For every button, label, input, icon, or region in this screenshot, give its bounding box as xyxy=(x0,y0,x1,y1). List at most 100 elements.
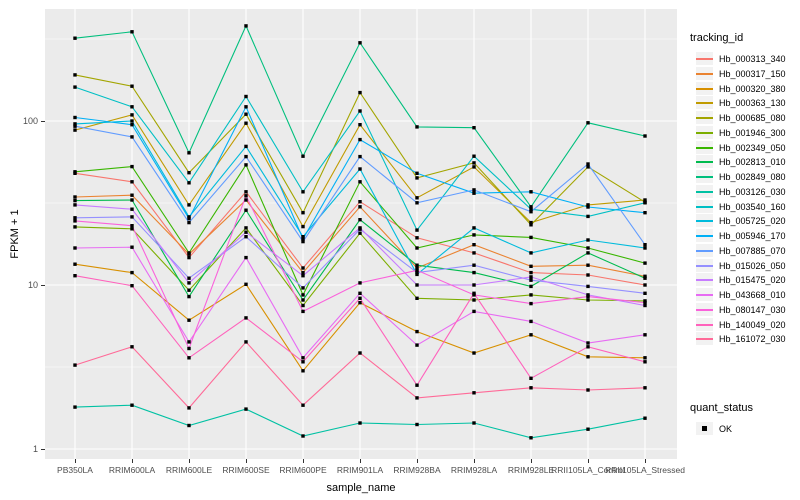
data-point xyxy=(643,360,647,364)
data-point xyxy=(415,196,419,200)
legend-key xyxy=(696,302,713,316)
data-point xyxy=(244,112,248,116)
legend-key xyxy=(696,66,713,80)
data-point xyxy=(73,170,77,174)
data-point xyxy=(643,299,647,303)
data-point xyxy=(130,135,134,139)
data-point xyxy=(472,191,476,195)
data-point xyxy=(187,151,191,155)
x-tick-label-RRIM600SE: RRIM600SE xyxy=(222,465,270,475)
legend-item-label: Hb_002849_080 xyxy=(719,172,786,182)
data-point xyxy=(643,246,647,250)
data-point xyxy=(301,224,305,229)
data-point xyxy=(358,90,362,95)
data-point xyxy=(643,283,647,287)
data-point xyxy=(301,293,305,297)
legend-item-label: Hb_000313_340 xyxy=(719,54,786,64)
data-point xyxy=(358,226,362,230)
data-point xyxy=(130,30,134,34)
x-tick-label-RRII105LA_Stressed: RRII105LA_Stressed xyxy=(605,465,685,475)
data-point xyxy=(73,262,77,266)
y-axis-title: FPKM + 1 xyxy=(9,209,21,259)
x-tick-label-RRIM928LA: RRIM928LA xyxy=(450,465,498,475)
data-point xyxy=(643,201,647,205)
x-tick-label-RRIM928LE: RRIM928LE xyxy=(507,465,555,475)
y-tick-mark xyxy=(41,121,45,122)
data-point xyxy=(643,291,647,295)
data-point xyxy=(472,243,476,247)
data-point xyxy=(529,205,533,209)
x-tick-mark xyxy=(588,459,589,463)
legend-item-label: Hb_005725_020 xyxy=(719,216,786,227)
data-point xyxy=(244,230,248,234)
data-point xyxy=(187,276,191,280)
legend-line-swatch xyxy=(696,190,713,193)
data-point xyxy=(358,351,362,355)
data-point xyxy=(73,274,77,278)
data-point xyxy=(643,333,647,337)
data-point xyxy=(415,343,419,347)
data-point xyxy=(244,282,248,286)
data-point xyxy=(244,94,248,99)
data-point xyxy=(358,167,362,171)
data-point xyxy=(415,268,419,272)
data-point xyxy=(415,201,419,205)
data-point xyxy=(244,163,248,167)
legend-line-swatch xyxy=(696,176,713,178)
legend-line-swatch xyxy=(696,205,713,208)
data-point xyxy=(130,345,134,349)
data-point xyxy=(301,303,305,308)
data-point xyxy=(244,255,248,260)
data-point xyxy=(529,207,533,211)
x-tick-mark xyxy=(645,459,646,463)
y-tick-label-10: 10 xyxy=(27,279,38,290)
data-point xyxy=(130,113,134,117)
data-point xyxy=(130,84,134,88)
ok-square-icon xyxy=(702,426,707,431)
data-point xyxy=(358,154,362,159)
data-point xyxy=(472,165,476,169)
data-point xyxy=(415,266,419,270)
data-point xyxy=(301,270,305,275)
x-tick-mark xyxy=(531,459,532,463)
data-point xyxy=(73,405,77,409)
data-point xyxy=(643,261,647,265)
data-point xyxy=(415,329,419,334)
legend-item-label: Hb_003126_030 xyxy=(719,186,786,197)
x-tick-mark xyxy=(189,459,190,463)
legend-line-swatch xyxy=(696,338,713,341)
data-point xyxy=(643,274,647,278)
data-point xyxy=(301,434,305,438)
data-point xyxy=(73,36,77,40)
data-point xyxy=(187,251,191,255)
legend-item-label: Hb_080147_030 xyxy=(719,304,786,315)
data-point xyxy=(130,284,134,288)
legend-line-swatch xyxy=(696,308,713,311)
data-point xyxy=(529,235,533,240)
y-tick-mark xyxy=(41,285,45,286)
data-point xyxy=(244,194,248,198)
legend-item-label: Hb_000317_150 xyxy=(719,68,786,79)
data-point xyxy=(244,190,248,194)
legend-line-swatch xyxy=(696,264,713,267)
data-point xyxy=(415,296,419,300)
data-point xyxy=(130,245,134,249)
legend-line-swatch xyxy=(696,161,713,164)
data-point xyxy=(643,198,647,202)
data-point xyxy=(415,176,419,180)
data-point xyxy=(472,161,476,165)
data-point xyxy=(529,436,533,440)
data-point xyxy=(358,200,362,204)
data-point xyxy=(415,270,419,275)
data-point xyxy=(301,286,305,290)
data-point xyxy=(187,203,191,207)
data-point xyxy=(73,363,77,367)
quant-legend-label: OK xyxy=(719,424,733,434)
data-point xyxy=(472,188,476,192)
legend-key xyxy=(696,125,713,139)
data-point xyxy=(586,203,590,207)
legend-line-swatch xyxy=(696,72,713,75)
data-point xyxy=(529,284,533,289)
legend-item-label: Hb_000685_080 xyxy=(719,113,786,123)
